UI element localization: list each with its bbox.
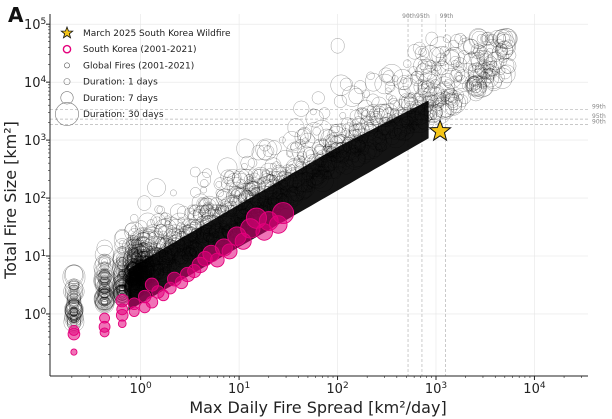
- south-korea-point: [127, 297, 141, 311]
- x-tick-label: 100: [130, 381, 153, 397]
- x-percentile-label: 99th: [440, 13, 454, 20]
- legend-label: Duration: 30 days: [83, 110, 164, 120]
- y-percentile-label: 95th: [592, 113, 606, 120]
- axes: 100 101 102 103 104 100 101 102 103 104 105: [24, 14, 588, 397]
- y-percentile-label: 90th: [592, 119, 606, 126]
- y-tick-label: 100: [24, 307, 47, 323]
- x-percentile-label: 95th: [416, 13, 430, 20]
- x-percentile-label: 90th: [402, 13, 416, 20]
- south-korea-point: [272, 202, 295, 225]
- global-fires-cloud: [62, 28, 518, 333]
- highlight-star: [428, 118, 452, 142]
- y-tick-label: 101: [24, 249, 46, 265]
- legend: March 2025 South Korea Wildfire South Kor…: [55, 25, 231, 126]
- south-korea-point: [145, 295, 159, 309]
- legend-size-marker: [63, 78, 71, 85]
- south-korea-point: [99, 312, 111, 324]
- y-tick-label: 102: [24, 191, 46, 207]
- x-tick-label: 102: [326, 381, 348, 397]
- y-percentile-label: 99th: [592, 103, 606, 110]
- legend-star-marker: [60, 25, 74, 39]
- x-axis-label: Max Daily Fire Spread [km²/day]: [189, 398, 446, 417]
- legend-size-marker: [55, 102, 79, 126]
- south-korea-point: [221, 243, 238, 260]
- x-tick-label: 101: [228, 381, 250, 397]
- legend-label: March 2025 South Korea Wildfire: [83, 29, 231, 39]
- y-tick-label: 104: [24, 75, 47, 91]
- y-axis-label: Total Fire Size [km²]: [1, 121, 20, 280]
- legend-label: Duration: 7 days: [83, 94, 158, 104]
- legend-label: Duration: 1 days: [83, 78, 158, 88]
- legend-circle-marker: [62, 44, 72, 54]
- south-korea-points: [67, 202, 295, 356]
- y-tick-label: 105: [24, 17, 46, 33]
- y-tick-label: 103: [24, 133, 46, 149]
- x-tick-label: 103: [425, 381, 447, 397]
- south-korea-point: [115, 293, 129, 308]
- south-korea-point: [68, 324, 80, 336]
- legend-circle-marker: [64, 62, 70, 69]
- legend-size-marker: [60, 91, 74, 105]
- legend-label: South Korea (2001-2021): [83, 45, 196, 55]
- highlight-layer: [428, 118, 452, 142]
- x-tick-label: 104: [523, 381, 546, 397]
- legend-label: Global Fires (2001-2021): [83, 61, 194, 71]
- south-korea-point: [70, 348, 78, 356]
- panel-label: A: [8, 3, 24, 27]
